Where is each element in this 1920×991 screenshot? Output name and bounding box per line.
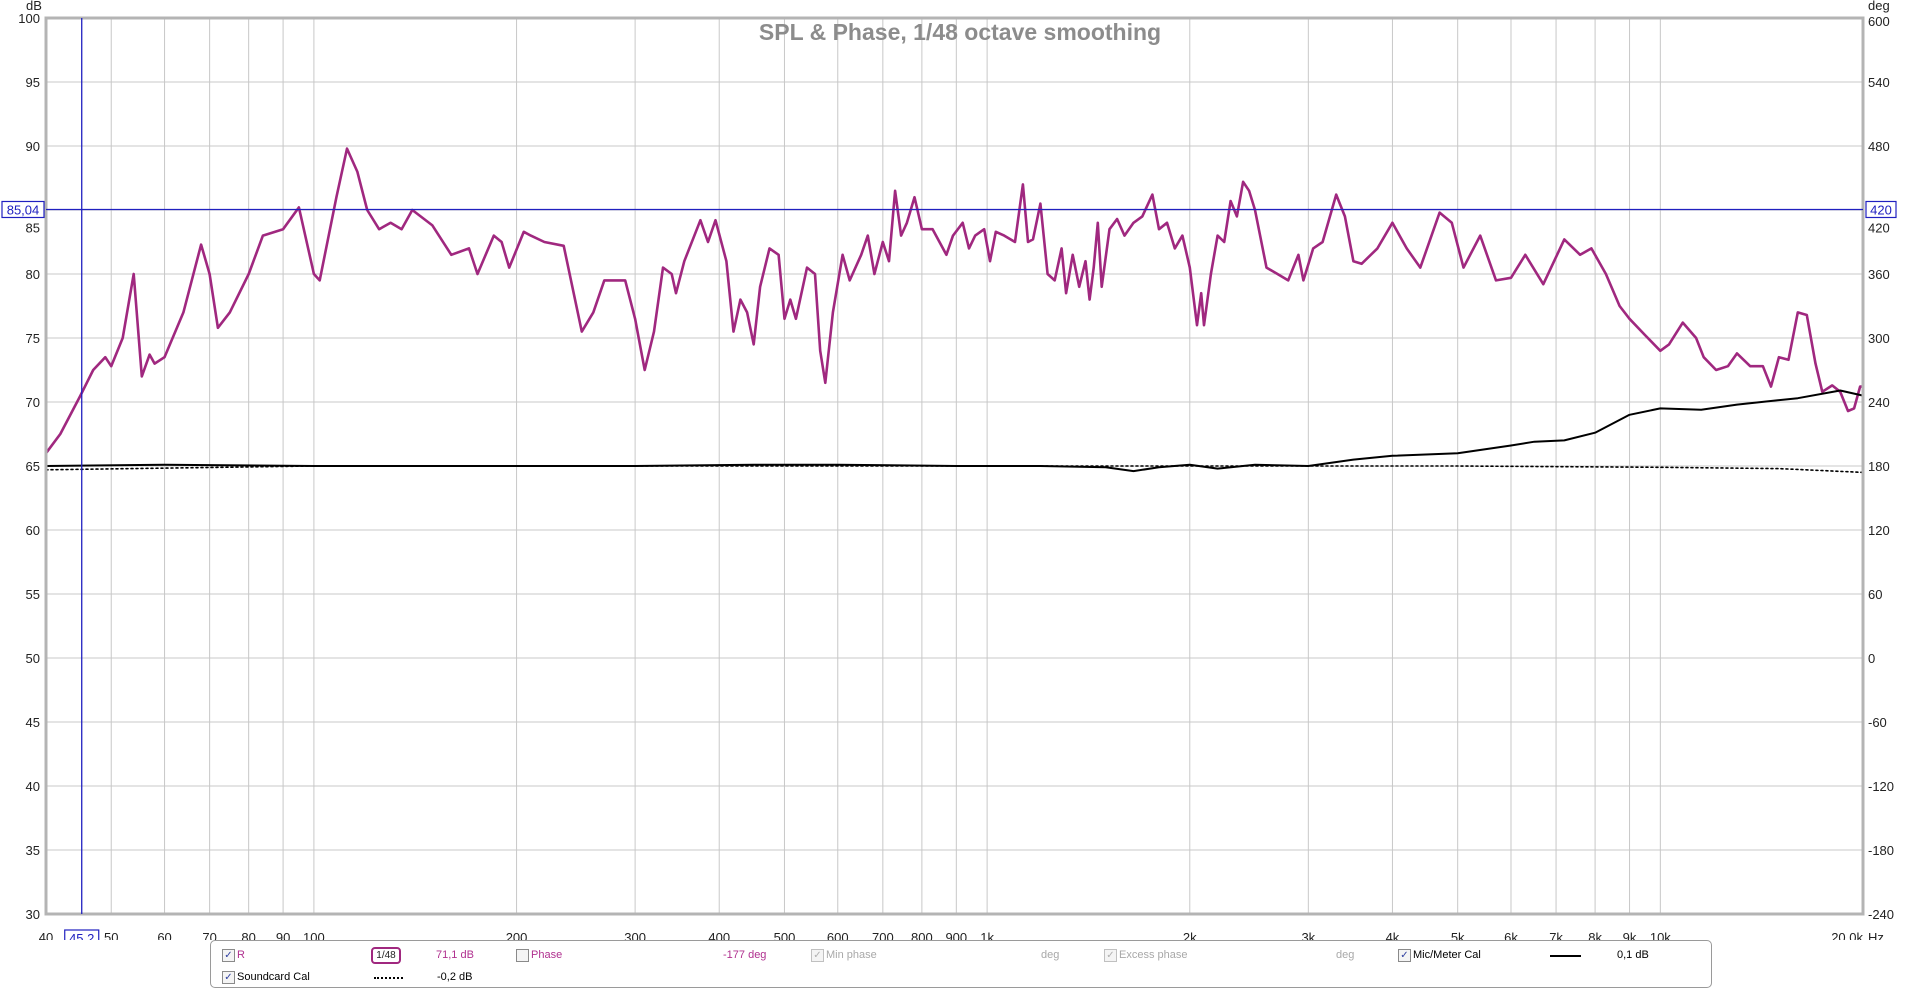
x-tick-label: 700 — [872, 930, 894, 940]
cursor-y2-label-box — [1865, 200, 1897, 219]
mic-cal-label: Mic/Meter Cal — [1413, 949, 1481, 961]
excess-phase-unit: deg — [1336, 949, 1355, 961]
y2-tick-label: 420 — [1868, 220, 1890, 235]
phase-checkbox[interactable] — [516, 949, 529, 962]
soundcard-cal-dotted-swatch — [374, 977, 403, 979]
y-tick-label: 75 — [26, 331, 40, 346]
x-tick-label: 300 — [624, 930, 646, 940]
x-tick-label: 1k — [980, 930, 994, 940]
mic-cal-line-swatch — [1550, 955, 1581, 957]
spl-phase-chart[interactable]: 40 50 60 70 80 90 100 200 300 400 500 600 700 800 900 1… — [0, 0, 1920, 940]
mic-cal-checkbox[interactable]: ✓ — [1398, 949, 1411, 962]
x-tick-label: 800 — [911, 930, 933, 940]
y-tick-label: 95 — [26, 75, 40, 90]
chart-title: SPL & Phase, 1/48 octave smoothing — [759, 19, 1161, 45]
x-tick-label: 3k — [1301, 930, 1315, 940]
x-tick-label: 40 — [39, 930, 53, 940]
y-axis-label: dB — [26, 0, 42, 13]
excess-phase-label: Excess phase — [1119, 949, 1188, 961]
series-line-r — [44, 147, 1865, 455]
y-tick-label: 65 — [26, 459, 40, 474]
cursor-x-label-box — [64, 929, 100, 940]
x-tick-label: 7k — [1549, 930, 1563, 940]
x-axis-unit: Hz — [1868, 930, 1884, 940]
x-tick-label: 8k — [1588, 930, 1602, 940]
x-tick-label: 200 — [506, 930, 528, 940]
y-tick-label: 30 — [26, 907, 40, 922]
y2-tick-label: -240 — [1868, 907, 1894, 922]
x-tick-label: 2k — [1183, 930, 1197, 940]
y-tick-label: 85 — [26, 220, 40, 235]
phase-value: -177 deg — [723, 949, 767, 961]
y2-tick-label: 360 — [1868, 267, 1890, 282]
x-tick-label: 9k — [1623, 930, 1637, 940]
y2-tick-label: 180 — [1868, 459, 1890, 474]
y2-axis-label: deg — [1868, 0, 1890, 13]
x-tick-label: 20,0k — [1831, 930, 1863, 940]
soundcard-cal-value: -0,2 dB — [437, 971, 473, 983]
y-tick-label: 70 — [26, 395, 40, 410]
mic-cal-value: 0,1 dB — [1617, 949, 1649, 961]
x-tick-label: 400 — [708, 930, 730, 940]
x-tick-label: 4k — [1386, 930, 1400, 940]
x-tick-label: 100 — [303, 930, 325, 940]
y2-tick-label: 300 — [1868, 331, 1890, 346]
y2-tick-label: 60 — [1868, 587, 1882, 602]
cursor-x-label: 45,2 — [69, 931, 94, 940]
x-tick-label: 10k — [1650, 930, 1671, 940]
y-tick-label: 60 — [26, 523, 40, 538]
legend-panel: ✓ R 1/48 71,1 dB Phase -177 deg ✓ Min ph… — [210, 940, 1712, 988]
y2-tick-label: -180 — [1868, 843, 1894, 858]
excess-phase-checkbox[interactable]: ✓ — [1104, 949, 1117, 962]
y2-tick-label: 480 — [1868, 139, 1890, 154]
min-phase-checkbox[interactable]: ✓ — [811, 949, 824, 962]
smoothing-indicator[interactable]: 1/48 — [371, 947, 401, 964]
r-checkbox[interactable]: ✓ — [222, 949, 235, 962]
y2-tick-label: 240 — [1868, 395, 1890, 410]
y2-tick-label: 540 — [1868, 75, 1890, 90]
y2-tick-label: 600 — [1868, 14, 1890, 29]
x-tick-label: 60 — [157, 930, 171, 940]
y-tick-label: 55 — [26, 587, 40, 602]
series-line-soundcard-cal — [45, 465, 1864, 474]
x-tick-label: 50 — [104, 930, 118, 940]
soundcard-cal-checkbox[interactable]: ✓ — [222, 971, 235, 984]
x-tick-label: 500 — [774, 930, 796, 940]
plot-frame — [44, 16, 1865, 916]
r-value: 71,1 dB — [436, 949, 474, 961]
y-tick-label: 100 — [18, 11, 40, 26]
cursor-y-label-box — [1, 200, 45, 219]
x-tick-label: 6k — [1504, 930, 1518, 940]
y-tick-label: 80 — [26, 267, 40, 282]
x-tick-label: 5k — [1451, 930, 1465, 940]
y2-tick-label: 120 — [1868, 523, 1890, 538]
y-tick-label: 40 — [26, 779, 40, 794]
x-tick-label: 600 — [827, 930, 849, 940]
x-tick-label: 900 — [945, 930, 967, 940]
series-layer — [44, 147, 1865, 474]
phase-label: Phase — [531, 949, 563, 961]
min-phase-label: Min phase — [826, 949, 877, 961]
soundcard-cal-label: Soundcard Cal — [237, 971, 310, 983]
series-line-mic-meter-cal — [45, 389, 1864, 473]
x-tick-label: 70 — [202, 930, 216, 940]
r-label: R — [237, 949, 245, 961]
y2-tick-label: 0 — [1868, 651, 1875, 666]
y-tick-label: 50 — [26, 651, 40, 666]
y-tick-label: 35 — [26, 843, 40, 858]
ticks: 40 50 60 70 80 90 100 200 300 400 500 600 700 800 900 1… — [18, 11, 1894, 940]
cursor[interactable]: 85,04 420 45,2 — [1, 18, 1897, 940]
y2-tick-label: -60 — [1868, 715, 1887, 730]
min-phase-unit: deg — [1041, 949, 1060, 961]
y2-tick-label: -120 — [1868, 779, 1894, 794]
x-tick-label: 80 — [241, 930, 255, 940]
cursor-y-label: 85,04 — [7, 202, 40, 217]
x-tick-label: 90 — [276, 930, 290, 940]
y-tick-label: 90 — [26, 139, 40, 154]
cursor-y2-label: 420 — [1870, 202, 1892, 217]
y-tick-label: 45 — [26, 715, 40, 730]
